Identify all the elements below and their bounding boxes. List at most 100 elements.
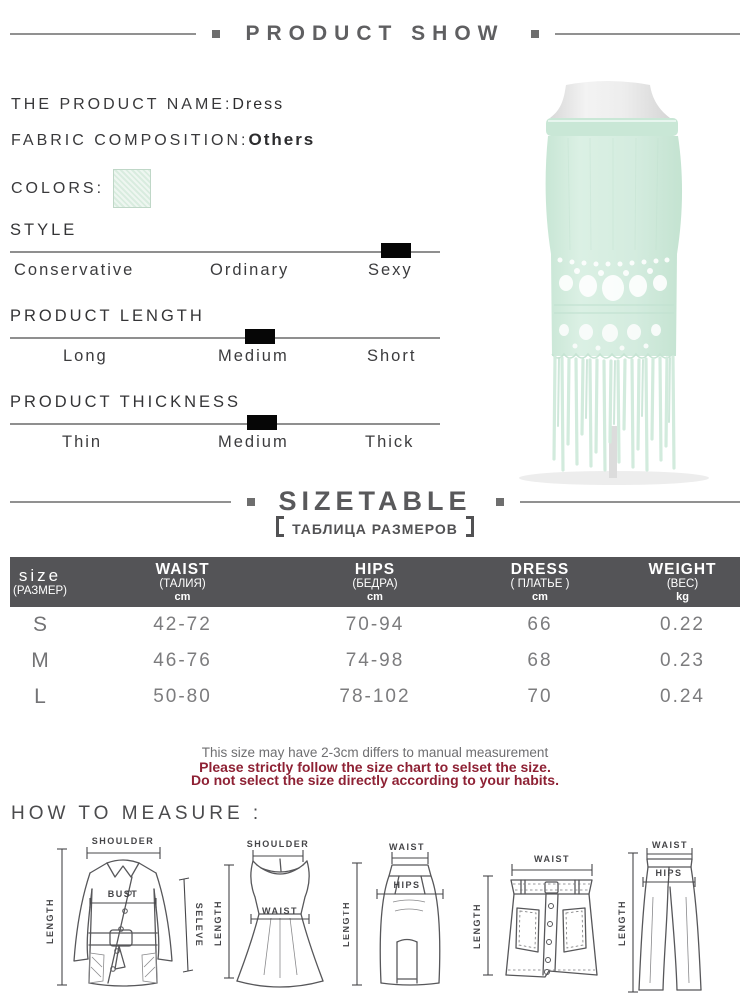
- bracket-left-icon: [276, 516, 285, 537]
- cell-weight: 0.22: [660, 614, 705, 635]
- skirt-hips-label: HIPS: [393, 880, 420, 890]
- product-name-label: THE PRODUCT NAME:: [11, 96, 233, 113]
- size-warning-line2: Do not select the size directly accordin…: [191, 772, 559, 788]
- dress-length-label: LENGTH: [213, 900, 223, 946]
- thickness-scale-line: [10, 415, 440, 430]
- length-option-medium: Medium: [218, 347, 289, 365]
- length-title: PRODUCT LENGTH: [10, 307, 205, 325]
- divider-line: [519, 500, 740, 503]
- pants-length-label: LENGTH: [617, 900, 627, 946]
- cell-hips: 70-94: [345, 614, 405, 635]
- product-show-header: PRODUCT SHOW: [10, 22, 740, 46]
- size-warning: Please strictly follow the size chart to…: [0, 759, 750, 788]
- cell-waist: 42-72: [153, 614, 212, 635]
- measurement-note: This size may have 2-3cm differs to manu…: [201, 745, 549, 760]
- product-name-value: Dress: [232, 96, 285, 113]
- fabric-row: FABRIC COMPOSITION:Others: [11, 130, 315, 150]
- column-weight-ru: (ВЕС): [666, 578, 699, 591]
- style-attribute: STYLE Conservative Ordinary Sexy: [10, 221, 442, 293]
- square-bullet-icon: [246, 497, 255, 506]
- cell-waist: 46-76: [153, 650, 212, 671]
- square-bullet-icon: [530, 30, 539, 38]
- sizetable-subtitle: ТАБЛИЦА РАЗМЕРОВ: [0, 516, 750, 537]
- cell-hips: 74-98: [345, 650, 405, 671]
- cell-dress: 66: [527, 614, 553, 635]
- how-to-measure-title: HOW TO MEASURE :: [11, 803, 263, 824]
- jacket-length-label: LENGTH: [45, 898, 55, 944]
- column-dress-unit: cm: [532, 590, 548, 603]
- selected-marker: [245, 329, 275, 344]
- pants-hips-label: HIPS: [655, 868, 682, 878]
- sizetable-subtitle-text: ТАБЛИЦА РАЗМЕРОВ: [292, 521, 458, 537]
- jacket-bust-label: BUST: [108, 889, 139, 899]
- cell-weight: 0.23: [660, 650, 705, 671]
- jacket-shoulder-label: SHOULDER: [92, 836, 155, 846]
- column-dress-ru: ( ПЛАТЬЕ ): [510, 578, 570, 591]
- cell-dress: 68: [527, 650, 553, 671]
- product-name-row: THE PRODUCT NAME:Dress: [11, 96, 284, 114]
- length-option-long: Long: [63, 347, 108, 365]
- style-title: STYLE: [10, 221, 78, 239]
- product-photo: [519, 81, 709, 485]
- measure-figure-dress: SHOULDER LENGTH WAIST: [213, 839, 324, 988]
- column-hips-ru: (БЕДРА): [352, 578, 398, 591]
- cell-dress: 70: [527, 686, 553, 707]
- thickness-option-medium: Medium: [218, 433, 289, 451]
- colors-row: COLORS:: [11, 169, 152, 208]
- column-waist-en: WAIST: [155, 560, 210, 578]
- column-waist-ru: (ТАЛИЯ): [159, 578, 206, 591]
- pants-waist-label: WAIST: [652, 840, 688, 850]
- column-size-en: size: [18, 566, 62, 586]
- length-attribute: PRODUCT LENGTH Long Medium Short: [10, 307, 442, 379]
- measure-figure-jacket: SHOULDER LENGTH BUST: [45, 836, 204, 987]
- jacket-sleeve-label: SELEVE: [194, 903, 204, 948]
- thickness-option-thin: Thin: [62, 433, 103, 451]
- measure-figure-mini-skirt: WAIST LENGTH: [472, 854, 598, 978]
- dress-shoulder-label: SHOULDER: [247, 839, 310, 849]
- table-row: L 50-80 78-102 70 0.24: [10, 679, 740, 715]
- thickness-title: PRODUCT THICKNESS: [10, 393, 242, 411]
- mini-waist-label: WAIST: [534, 854, 570, 864]
- size-warning-line1: Please strictly follow the size chart to…: [199, 759, 551, 775]
- dress-waist-label: WAIST: [262, 906, 298, 916]
- style-option-conservative: Conservative: [14, 261, 135, 279]
- column-header-hips: HIPS (БЕДРА) cm: [295, 561, 455, 604]
- style-option-sexy: Sexy: [368, 261, 413, 279]
- size-table: size (РАЗМЕР) WAIST (ТАЛИЯ) cm HIPS (БЕД…: [10, 557, 740, 715]
- divider-line: [554, 33, 740, 35]
- cell-size: S: [32, 613, 47, 636]
- column-dress-en: DRESS: [510, 560, 570, 578]
- measure-figure-pants: WAIST LENGTH HIPS: [617, 840, 702, 993]
- length-scale-line: [10, 329, 440, 344]
- column-header-dress: DRESS ( ПЛАТЬЕ ) cm: [455, 561, 625, 604]
- mini-length-label: LENGTH: [472, 903, 482, 949]
- cell-size: L: [34, 685, 46, 708]
- size-table-header-row: size (РАЗМЕР) WAIST (ТАЛИЯ) cm HIPS (БЕД…: [10, 557, 740, 607]
- color-swatch-mint: [113, 169, 152, 208]
- column-header-size: size (РАЗМЕР): [10, 566, 70, 598]
- cell-weight: 0.24: [660, 686, 705, 707]
- square-bullet-icon: [211, 30, 220, 38]
- column-weight-unit: kg: [676, 590, 689, 603]
- fabric-value: Others: [248, 130, 316, 149]
- column-hips-unit: cm: [367, 590, 383, 603]
- thickness-attribute: PRODUCT THICKNESS Thin Medium Thick: [10, 393, 442, 465]
- selected-marker: [381, 243, 411, 258]
- bracket-right-icon: [465, 516, 474, 537]
- column-weight-en: WEIGHT: [648, 560, 717, 578]
- table-row: S 42-72 70-94 66 0.22: [10, 607, 740, 643]
- length-option-short: Short: [367, 347, 417, 365]
- thickness-option-thick: Thick: [365, 433, 415, 451]
- column-header-waist: WAIST (ТАЛИЯ) cm: [70, 561, 295, 604]
- page-title: PRODUCT SHOW: [245, 22, 505, 45]
- table-row: M 46-76 74-98 68 0.23: [10, 643, 740, 679]
- column-waist-unit: cm: [174, 590, 191, 603]
- style-scale-line: [10, 243, 440, 258]
- column-header-weight: WEIGHT (ВЕС) kg: [625, 561, 740, 604]
- column-hips-en: HIPS: [354, 560, 396, 578]
- square-bullet-icon: [495, 497, 504, 506]
- divider-line: [10, 500, 231, 503]
- skirt-length-label: LENGTH: [343, 901, 351, 947]
- style-option-ordinary: Ordinary: [210, 261, 290, 279]
